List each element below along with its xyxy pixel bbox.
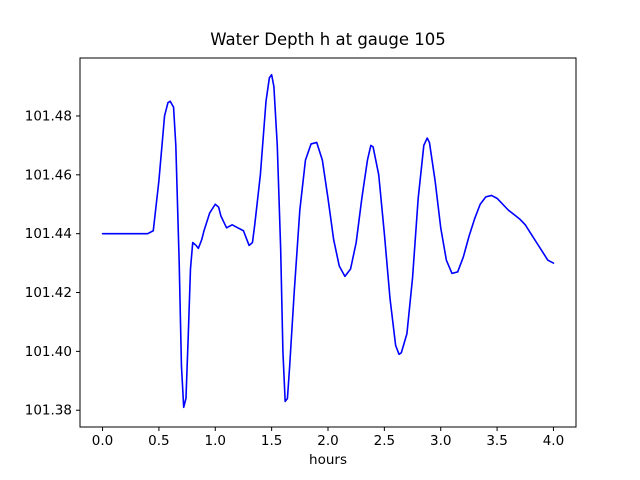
x-tick-label: 3.0 [430,433,451,449]
y-tick-label: 101.46 [25,167,72,183]
y-tick-label: 101.40 [25,344,72,360]
y-tick-label: 101.42 [25,285,72,301]
x-tick-label: 0.0 [92,433,113,449]
x-tick-label: 1.5 [261,433,282,449]
y-tick-label: 101.44 [25,226,72,242]
x-tick-label: 2.0 [317,433,338,449]
x-tick-label: 2.5 [374,433,395,449]
y-tick-label: 101.48 [25,108,72,124]
y-tick-label: 101.38 [25,403,72,419]
x-tick-label: 1.0 [205,433,226,449]
plot-border [79,57,577,428]
x-axis-label: hours [309,452,347,468]
x-tick-label: 4.0 [543,433,564,449]
data-line [101,73,555,409]
x-tick-label: 0.5 [148,433,169,449]
chart-title: Water Depth h at gauge 105 [210,30,445,49]
x-tick-label: 3.5 [486,433,507,449]
axes-ticks: 0.0 0.5 1.0 1.5 2.0 2.5 3.0 3.5 4.0 101.38 101.40 1… [25,108,564,449]
